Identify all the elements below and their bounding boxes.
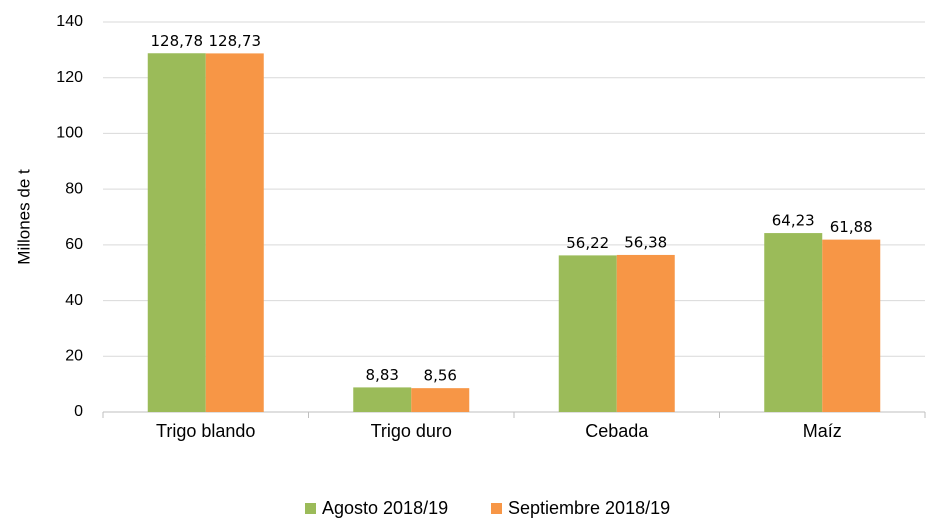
x-tick-label: Cebada (585, 421, 649, 441)
bar (764, 233, 823, 412)
value-label: 128,78 (151, 32, 204, 50)
legend-label: Septiembre 2018/19 (508, 498, 670, 518)
legend-label: Agosto 2018/19 (322, 498, 448, 518)
bar (353, 387, 412, 412)
value-label: 61,88 (830, 218, 873, 236)
value-label: 56,38 (624, 233, 667, 251)
y-tick-label: 80 (65, 180, 83, 197)
bar (822, 239, 881, 412)
y-tick-label: 0 (74, 403, 83, 420)
value-label: 8,83 (366, 366, 399, 384)
x-tick-label: Trigo blando (156, 421, 255, 441)
y-tick-label: 60 (65, 236, 83, 253)
bar (411, 388, 470, 412)
value-label: 64,23 (772, 212, 815, 230)
legend-swatch (305, 503, 316, 514)
y-tick-label: 100 (56, 125, 83, 142)
y-tick-label: 40 (65, 292, 83, 309)
value-label: 128,73 (209, 32, 262, 50)
bar (558, 255, 617, 412)
legend-swatch (491, 503, 502, 514)
value-label: 8,56 (424, 367, 457, 385)
y-axis-label: Millones de t (14, 169, 33, 265)
bar (616, 254, 675, 412)
x-tick-label: Trigo duro (371, 421, 452, 441)
y-tick-label: 20 (65, 348, 83, 365)
bar (205, 53, 264, 413)
x-tick-label: Maíz (803, 421, 842, 441)
y-tick-label: 120 (56, 69, 83, 86)
y-tick-label: 140 (56, 13, 83, 30)
value-label: 56,22 (566, 234, 609, 252)
bar (147, 53, 206, 413)
